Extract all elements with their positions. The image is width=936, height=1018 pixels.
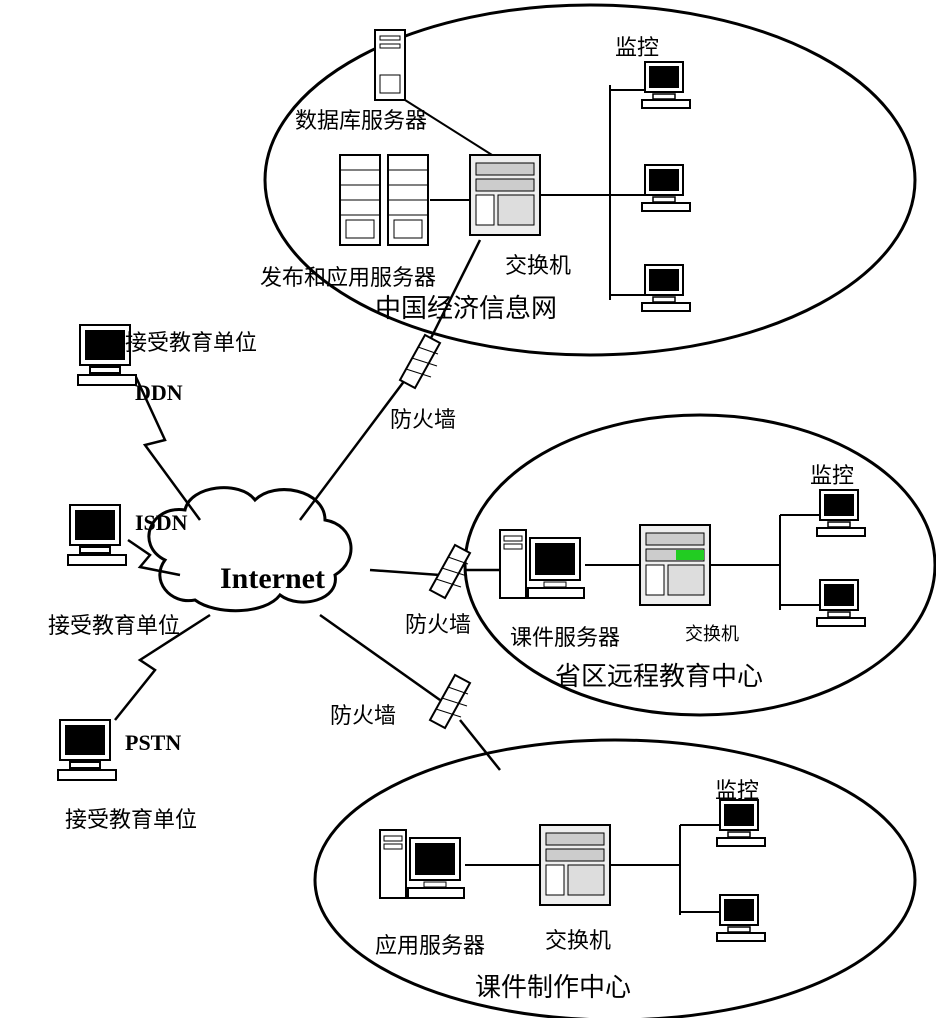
app-server-bot-icon xyxy=(380,830,464,898)
client1-label: 接受教育单位 xyxy=(125,325,257,357)
conn-cloud-fw2 xyxy=(370,570,440,575)
switch3-label: 交换机 xyxy=(545,923,611,955)
db-server-icon xyxy=(375,30,405,100)
conn-cloud-fw1 xyxy=(300,380,405,520)
conn-fw3-zone xyxy=(460,720,500,770)
client3-label: 接受教育单位 xyxy=(65,802,197,834)
switch-mid-icon xyxy=(640,525,710,605)
monitor-bot-2-icon xyxy=(717,895,765,941)
monitor-top-1-icon xyxy=(642,62,690,108)
isdn-label: ISDN xyxy=(135,510,188,536)
firewall2-label: 防火墙 xyxy=(405,607,471,639)
switch-top-icon xyxy=(470,155,540,235)
internet-label: Internet xyxy=(220,562,325,596)
switch1-label: 交换机 xyxy=(505,248,571,280)
db-server-label: 数据库服务器 xyxy=(295,103,427,135)
monitor3-label: 监控 xyxy=(715,773,759,805)
client-bot-icon xyxy=(58,720,116,780)
ddn-label: DDN xyxy=(135,380,183,406)
switch2-label: 交换机 xyxy=(685,620,739,646)
firewall-3-icon xyxy=(430,675,470,728)
switch-bot-icon xyxy=(540,825,610,905)
firewall1-label: 防火墙 xyxy=(390,402,456,434)
client-mid-icon xyxy=(68,505,126,565)
client2-label: 接受教育单位 xyxy=(48,608,180,640)
monitor-mid-1-icon xyxy=(817,490,865,536)
center1-label: 中国经济信息网 xyxy=(375,288,557,325)
monitor-top-3-icon xyxy=(642,265,690,311)
app-server-rack2-icon xyxy=(388,155,428,245)
courseware-server-icon xyxy=(500,530,584,598)
monitor-mid-2-icon xyxy=(817,580,865,626)
monitor1-label: 监控 xyxy=(615,30,659,62)
center2-label: 省区远程教育中心 xyxy=(555,656,763,693)
courseware-server-label: 课件服务器 xyxy=(510,620,620,652)
monitor-bot-1-icon xyxy=(717,800,765,846)
app-server2-label: 应用服务器 xyxy=(375,928,485,960)
monitor-top-2-icon xyxy=(642,165,690,211)
center3-label: 课件制作中心 xyxy=(475,967,631,1004)
pstn-label: PSTN xyxy=(125,730,181,756)
monitor2-label: 监控 xyxy=(810,458,854,490)
app-server-rack1-icon xyxy=(340,155,380,245)
firewall3-label: 防火墙 xyxy=(330,698,396,730)
firewall-1-icon xyxy=(400,335,440,388)
